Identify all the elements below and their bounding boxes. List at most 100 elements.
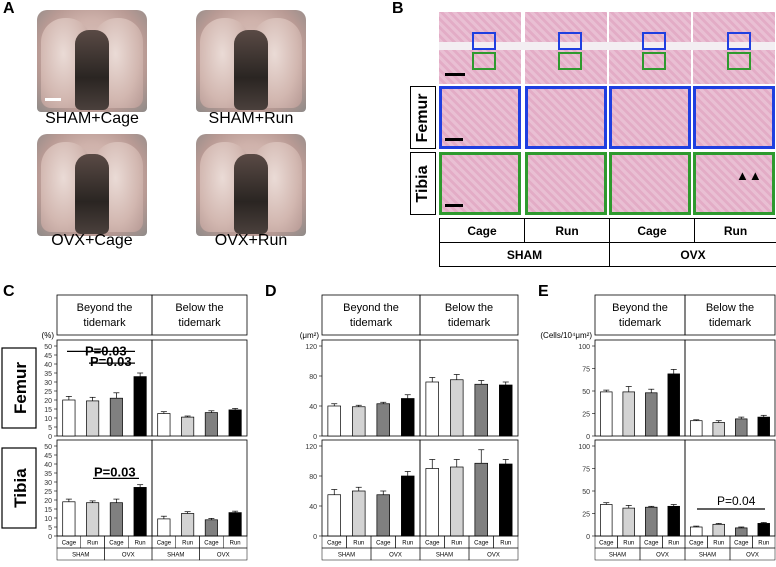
y-tick-label: 0 <box>48 434 52 441</box>
y-tick-label: 0 <box>586 434 590 441</box>
bar <box>181 513 195 537</box>
panel-label-d: D <box>265 283 277 300</box>
category-label: Run <box>87 541 98 547</box>
bar <box>690 420 703 437</box>
bar <box>600 504 613 537</box>
y-tick-label: 40 <box>44 362 52 369</box>
y-tick-label: 30 <box>44 380 52 387</box>
header-box-beyond <box>594 294 686 336</box>
category-label: Run <box>353 541 364 547</box>
tibia-roi-box <box>642 52 666 70</box>
group-label: OVX <box>487 553 500 559</box>
bar <box>757 523 770 537</box>
category-label: Run <box>758 541 769 547</box>
y-tick-label: 35 <box>44 471 52 478</box>
y-tick-label: 25 <box>582 412 590 419</box>
y-tick-label: 0 <box>48 534 52 541</box>
tibia-histology <box>609 152 691 215</box>
tibia-roi-box <box>727 52 751 70</box>
y-tick-label: 30 <box>44 480 52 487</box>
header-below-line2: tidemark <box>178 317 221 329</box>
row-label-femur: Femur <box>11 362 30 414</box>
header-box-below <box>419 294 519 336</box>
p-value-label: P=0.04 <box>717 494 756 508</box>
header-below-line2: tidemark <box>709 317 752 329</box>
y-tick-label: 75 <box>582 367 590 374</box>
category-label: Cage <box>62 541 77 547</box>
femur-histology <box>693 86 775 149</box>
joint-space <box>439 42 775 50</box>
y-tick-label: 0 <box>586 534 590 541</box>
y-tick-label: 35 <box>44 371 52 378</box>
category-label: Run <box>668 541 679 547</box>
bar <box>425 468 439 537</box>
plot-frame-below <box>684 439 776 537</box>
plot-frame-below <box>419 339 519 437</box>
panel-label-a: A <box>3 0 15 17</box>
bar <box>401 475 415 537</box>
bar <box>499 384 513 437</box>
bar <box>86 502 100 537</box>
header-beyond-line1: Beyond the <box>343 302 399 314</box>
femur-roi-box <box>558 32 582 50</box>
category-label: Cage <box>109 541 124 547</box>
group-sham: SHAM <box>439 242 610 267</box>
group-cell <box>468 547 519 561</box>
category-label: Run <box>230 541 241 547</box>
tibia-roi-box <box>472 52 496 70</box>
row-label-tibia: Tibia <box>410 152 436 215</box>
arrowhead-markers: ▲▲ <box>736 168 762 183</box>
bar <box>401 398 415 437</box>
bar <box>204 519 218 537</box>
group-label: OVX <box>656 553 669 559</box>
y-tick-label: 100 <box>578 344 590 351</box>
bar <box>352 490 366 537</box>
bar <box>327 494 341 537</box>
group-label: SHAM <box>699 553 716 559</box>
femur-roi-box <box>472 32 496 50</box>
bar <box>712 422 725 437</box>
group-label: OVX <box>746 553 759 559</box>
category-label: Run <box>713 541 724 547</box>
y-tick-label: 45 <box>44 453 52 460</box>
scale-bar <box>445 138 463 141</box>
header-below-line1: Below the <box>706 302 754 314</box>
scale-bar <box>445 204 463 207</box>
y-tick-label: 0 <box>313 434 317 441</box>
y-tick-label: 40 <box>309 404 317 411</box>
y-tick-label: 20 <box>44 498 52 505</box>
bar <box>425 381 439 437</box>
cond-run-1: Run <box>524 218 610 243</box>
bar <box>62 399 76 437</box>
y-tick-label: 50 <box>582 389 590 396</box>
bar <box>645 506 658 537</box>
bar <box>600 391 613 437</box>
row-label-tibia: Tibia <box>11 468 30 508</box>
photo-ovx-run <box>196 134 306 236</box>
bar <box>228 512 242 537</box>
y-tick-label: 10 <box>44 416 52 423</box>
group-cell <box>729 547 776 561</box>
cond-cage-1: Cage <box>439 218 525 243</box>
photo-sham-run <box>196 10 306 112</box>
y-tick-label: 75 <box>582 467 590 474</box>
femur-roi-box <box>642 32 666 50</box>
header-box-below <box>684 294 776 336</box>
cond-cage-2: Cage <box>609 218 695 243</box>
category-label: Cage <box>425 541 440 547</box>
y-tick-label: 50 <box>582 489 590 496</box>
category-label: Cage <box>204 541 219 547</box>
header-beyond-line1: Beyond the <box>77 302 133 314</box>
category-label: Run <box>500 541 511 547</box>
category-label: Cage <box>689 541 704 547</box>
category-label: Cage <box>734 541 749 547</box>
category-label: Run <box>623 541 634 547</box>
y-tick-label: 25 <box>44 389 52 396</box>
p-value-label: P=0.03 <box>85 343 127 358</box>
tibia-roi-box <box>558 52 582 70</box>
bar <box>474 462 488 537</box>
bar <box>376 403 390 437</box>
group-label: OVX <box>217 553 230 559</box>
y-tick-label: 80 <box>309 474 317 481</box>
femur-roi-box <box>727 32 751 50</box>
